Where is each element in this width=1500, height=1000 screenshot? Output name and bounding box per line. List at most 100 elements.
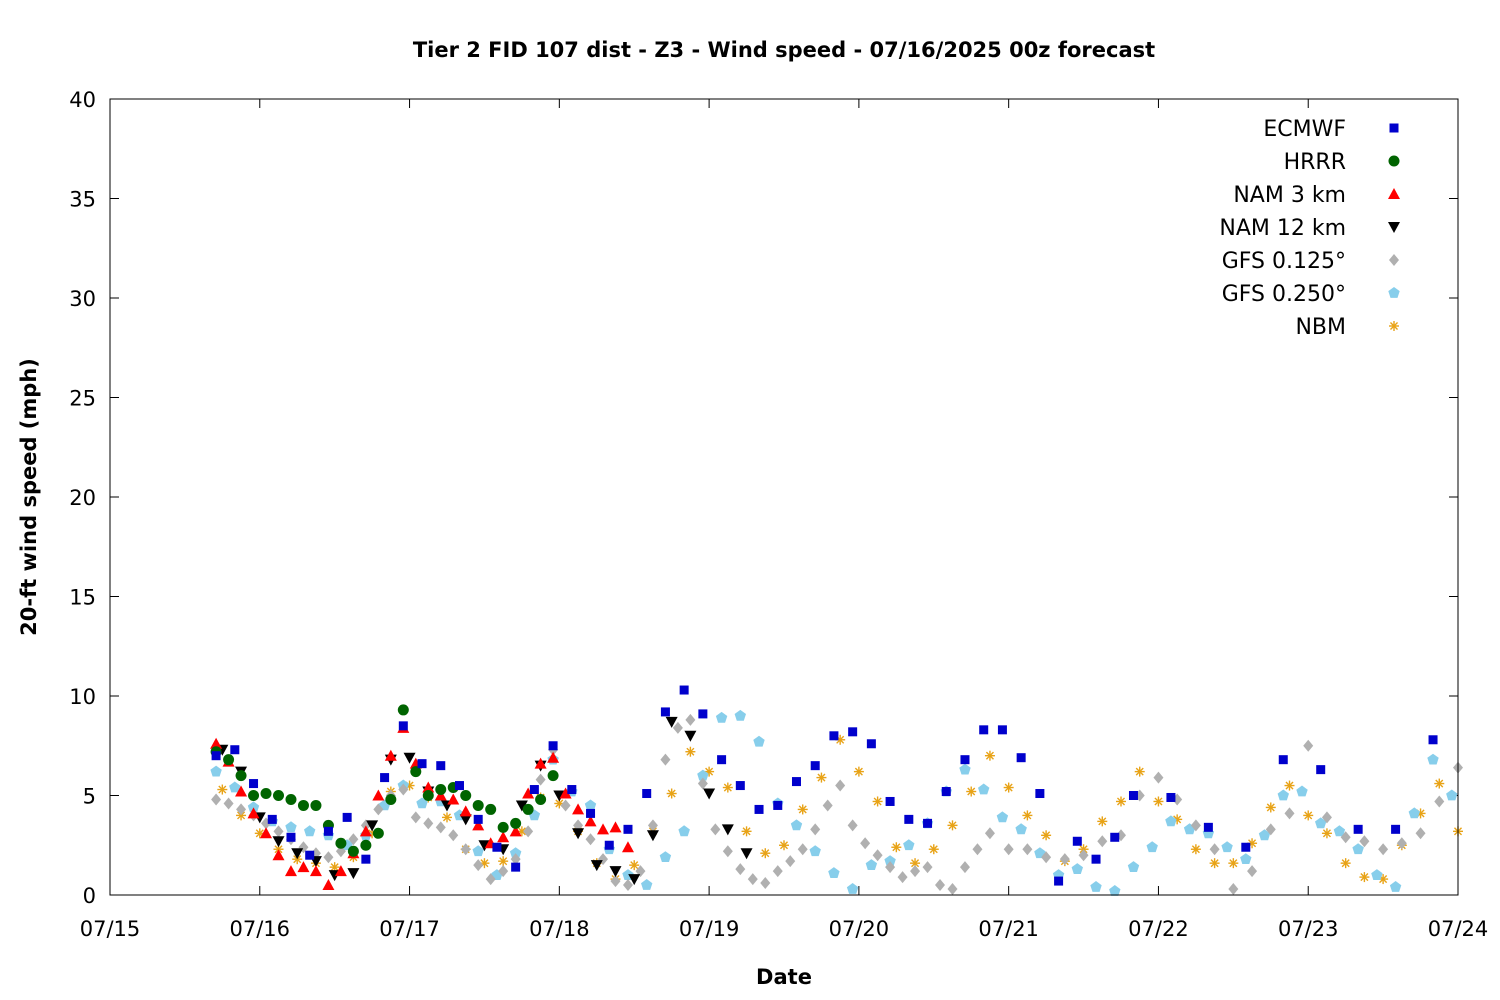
gfs-0-250-point (1109, 885, 1121, 896)
ecmwf-point (885, 796, 895, 806)
gfs-0-250-point (884, 855, 896, 866)
legend-marker-nbm (1389, 321, 1399, 331)
gfs-0-125-point (560, 799, 571, 812)
gfs-0-125-point (1190, 819, 1201, 832)
legend-marker-gfs-0-125 (1389, 254, 1399, 266)
gfs-0-125-point (710, 823, 721, 836)
nam-3-km-point (572, 803, 585, 815)
gfs-0-250-point (1333, 825, 1346, 837)
gfs-0-250-point (1352, 843, 1364, 855)
ecmwf-point (305, 850, 315, 860)
nbm-point (1284, 780, 1295, 791)
gfs-0-250-point (210, 765, 222, 777)
nam-3-km-point (297, 861, 310, 873)
legend-label-gfs-0-250: GFS 0.250° (1222, 282, 1346, 307)
nbm-point (722, 782, 733, 793)
legend-label-gfs-0-125: GFS 0.125° (1222, 249, 1346, 274)
hrrr-point (522, 803, 534, 815)
ecmwf-point (436, 761, 446, 771)
ecmwf-point (754, 804, 764, 814)
ecmwf-point (473, 814, 483, 824)
ecmwf-point (548, 741, 558, 751)
gfs-0-125-point (1265, 823, 1276, 836)
ecmwf-point (1353, 824, 1363, 834)
ecmwf-point (960, 755, 970, 765)
ecmwf-point (810, 761, 820, 771)
nbm-point (217, 784, 228, 795)
x-tick-label: 07/19 (679, 917, 740, 941)
gfs-0-125-point (610, 875, 621, 888)
gfs-0-250-point (734, 709, 746, 721)
hrrr-point (273, 790, 284, 801)
nam-12-km-point (721, 824, 734, 836)
gfs-0-250-point (229, 781, 241, 793)
gfs-0-250-point (865, 859, 878, 870)
legend-marker-hrrr (1388, 155, 1400, 167)
nbm-point (760, 848, 771, 859)
nam-3-km-point (272, 849, 285, 861)
hrrr-point (335, 837, 347, 849)
gfs-0-125-point (747, 873, 758, 886)
gfs-0-125-point (1022, 843, 1033, 856)
gfs-0-125-point (1284, 807, 1295, 820)
nam-12-km-point (703, 788, 716, 800)
nam-12-km-point (347, 868, 360, 880)
ecmwf-point (642, 789, 652, 799)
gfs-0-125-point (211, 793, 222, 806)
gfs-0-250-point (1296, 785, 1308, 797)
y-tick-label: 35 (69, 188, 96, 212)
nam-3-km-point (522, 787, 535, 799)
hrrr-point (497, 821, 509, 833)
gfs-0-125-point (885, 861, 896, 874)
nam-3-km-point (584, 815, 597, 827)
gfs-0-125-point (697, 777, 708, 790)
nam-3-km-point (547, 751, 560, 763)
gfs-0-125-point (1378, 843, 1389, 856)
nbm-point (816, 772, 827, 783)
ecmwf-point (567, 785, 577, 795)
ecmwf-point (529, 785, 539, 795)
ecmwf-point (211, 751, 221, 761)
gfs-0-125-point (398, 783, 409, 796)
gfs-0-250-point (1221, 841, 1233, 853)
gfs-0-250-point (809, 845, 821, 857)
nbm-point (1359, 872, 1370, 883)
gfs-0-250-point (1427, 753, 1439, 765)
gfs-0-250-point (1015, 823, 1027, 835)
nam-3-km-point (497, 831, 510, 843)
x-tick-label: 07/15 (80, 917, 141, 941)
legend-label-nam-12-km: NAM 12 km (1219, 216, 1346, 241)
gfs-0-250-point (903, 839, 915, 851)
ecmwf-point (735, 781, 745, 791)
y-tick-label: 40 (69, 88, 96, 112)
ecmwf-point (1016, 753, 1026, 763)
nbm-point (1041, 830, 1052, 841)
ecmwf-point (267, 814, 277, 824)
ecmwf-point (604, 840, 614, 850)
gfs-0-125-point (647, 819, 658, 832)
ecmwf-point (717, 755, 727, 765)
gfs-0-125-point (1153, 771, 1164, 784)
hrrr-point (485, 803, 497, 815)
nam-12-km-point (403, 752, 416, 764)
nam-12-km-point (272, 836, 285, 848)
gfs-0-125-point (685, 713, 696, 726)
nbm-point (1003, 782, 1014, 793)
nam-12-km-point (665, 716, 678, 728)
gfs-0-250-point (1315, 817, 1327, 829)
gfs-0-250-point (641, 879, 653, 890)
ecmwf-point (286, 832, 296, 842)
ecmwf-point (398, 721, 408, 731)
nam-3-km-point (472, 819, 485, 831)
nbm-point (872, 796, 883, 807)
legend-marker-gfs-0-250 (1388, 287, 1400, 298)
hrrr-point (372, 827, 384, 839)
gfs-0-125-point (498, 865, 509, 878)
nam-3-km-point (235, 785, 248, 797)
gfs-0-125-point (1097, 835, 1108, 848)
gfs-0-125-point (1396, 837, 1407, 850)
gfs-0-250-point (1240, 853, 1252, 864)
gfs-0-125-point (860, 837, 871, 850)
gfs-0-125-point (510, 853, 521, 866)
nam-3-km-point (509, 825, 522, 837)
